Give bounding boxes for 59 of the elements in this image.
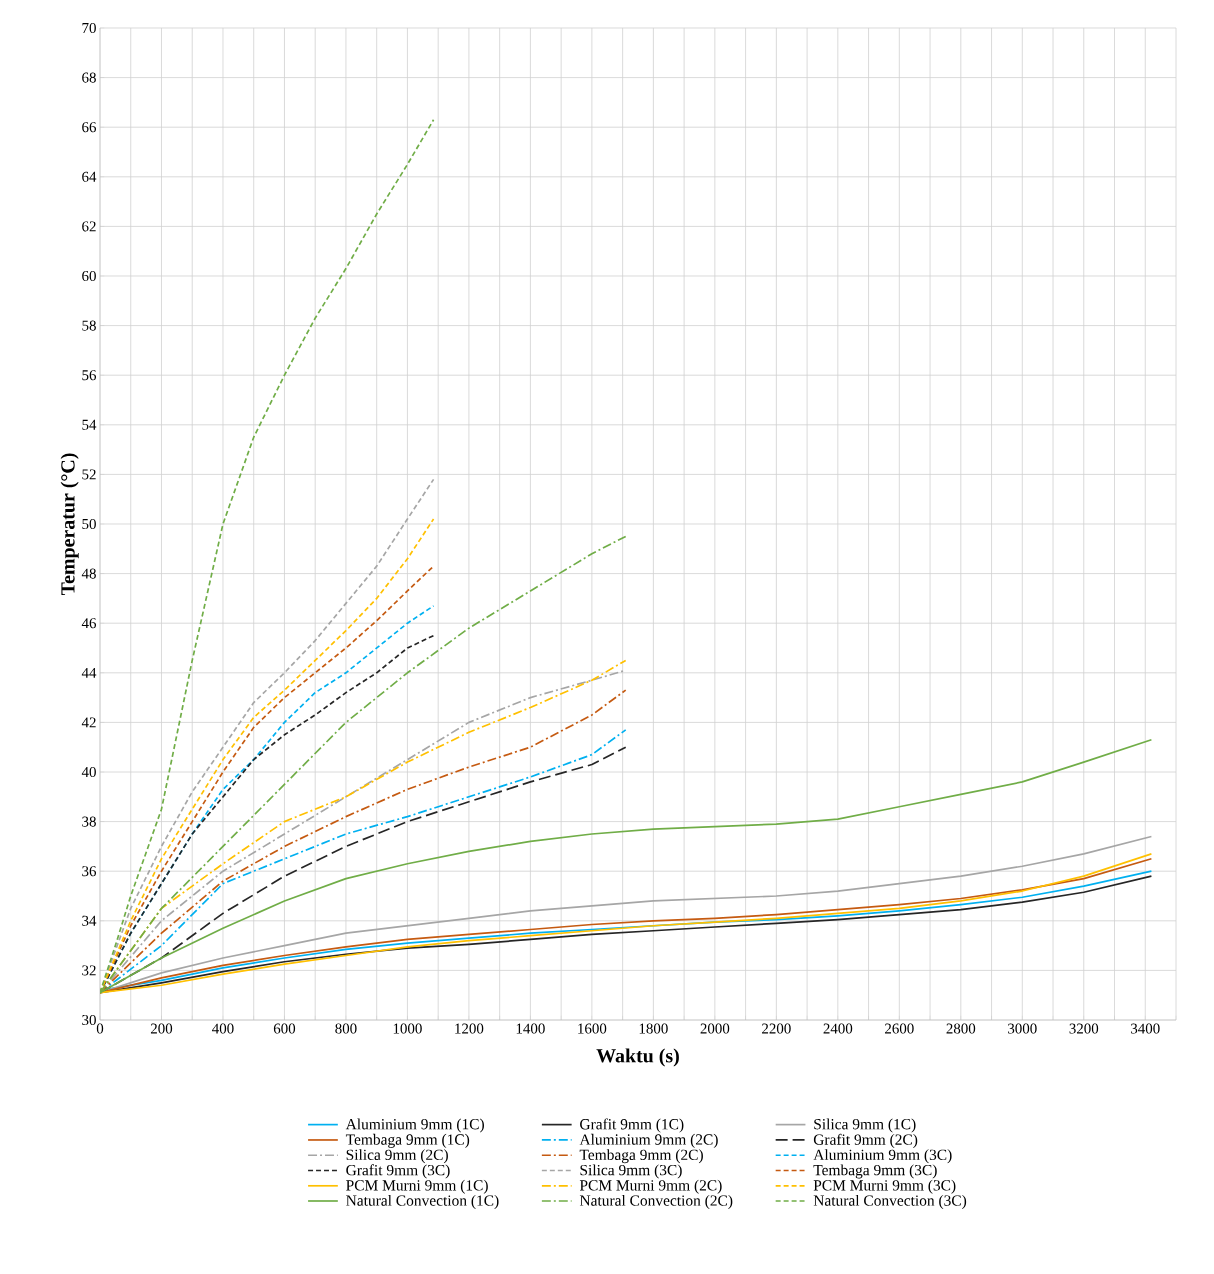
legend-label: Grafit 9mm (1C) (580, 1118, 684, 1133)
x-tick-label: 1200 (455, 1023, 484, 1034)
y-tick-label: 64 (82, 171, 97, 182)
y-axis-title: Temperatur (°C) (60, 453, 79, 596)
legend-label: Tembaga 9mm (1C) (345, 1133, 470, 1148)
y-tick-label: 48 (81, 568, 96, 579)
x-tick-label: 1000 (393, 1023, 422, 1034)
y-tick-label: 62 (82, 221, 96, 232)
legend-label: Natural Convection (2C) (579, 1194, 733, 1209)
y-tick-label: 44 (81, 667, 97, 678)
y-tick-label: 32 (82, 965, 96, 976)
x-tick-label: 1800 (639, 1023, 668, 1034)
legend-label: PCM Murni 9mm (1C) (346, 1179, 488, 1194)
y-tick-label: 30 (82, 1014, 96, 1026)
x-tick-label: 600 (273, 1023, 296, 1034)
y-tick-label: 66 (82, 122, 97, 133)
legend-label: PCM Murni 9mm (3C) (813, 1179, 956, 1194)
legend-label: Grafit 9mm (2C) (813, 1133, 918, 1148)
legend-label: Silica 9mm (3C) (580, 1164, 682, 1179)
x-tick-label: 800 (335, 1023, 357, 1034)
x-tick-label: 3400 (1131, 1023, 1160, 1034)
y-tick-label: 42 (81, 717, 96, 728)
x-tick-label: 2200 (762, 1023, 791, 1034)
x-tick-label: 400 (212, 1023, 234, 1034)
y-tick-label: 50 (82, 518, 96, 530)
legend-label: Natural Convection (1C) (346, 1194, 499, 1209)
legend-label: Natural Convection (3C) (813, 1194, 967, 1209)
x-tick-label: 200 (150, 1023, 173, 1034)
x-tick-label: 3000 (1008, 1023, 1037, 1034)
legend-label: Silica 9mm (1C) (814, 1118, 916, 1133)
y-tick-label: 38 (82, 816, 96, 827)
y-tick-label: 46 (81, 618, 97, 629)
legend-label: Tembaga 9mm (3C) (813, 1164, 937, 1179)
legend-label: PCM Murni 9mm (2C) (579, 1179, 722, 1194)
x-tick-label: 0 (96, 1023, 104, 1034)
legend-label: Aluminium 9mm (2C) (579, 1133, 718, 1148)
y-tick-label: 40 (81, 766, 96, 778)
x-tick-label: 2600 (885, 1023, 914, 1034)
y-tick-label: 60 (82, 270, 96, 282)
x-tick-label: 1400 (516, 1023, 545, 1034)
y-tick-label: 34 (82, 915, 97, 926)
y-tick-label: 68 (82, 72, 96, 83)
x-tick-label: 3200 (1069, 1023, 1099, 1034)
y-tick-label: 36 (82, 866, 97, 877)
x-axis-title: Waktu (s) (596, 1048, 679, 1067)
legend-label: Aluminium 9mm (3C) (813, 1149, 952, 1164)
x-tick-label: 1600 (578, 1023, 607, 1034)
legend-label: Grafit 9mm (3C) (346, 1164, 450, 1179)
x-tick-label: 2000 (700, 1023, 730, 1034)
y-tick-label: 70 (82, 22, 96, 34)
legend-label: Tembaga 9mm (2C) (579, 1149, 703, 1164)
legend-label: Silica 9mm (2C) (346, 1149, 448, 1164)
x-tick-label: 2400 (823, 1023, 853, 1034)
legend-label: Aluminium 9mm (1C) (345, 1118, 484, 1133)
y-tick-label: 58 (82, 320, 96, 331)
y-tick-label: 56 (82, 370, 97, 381)
x-tick-label: 2800 (946, 1023, 976, 1034)
y-tick-label: 52 (82, 469, 96, 480)
y-tick-label: 54 (82, 419, 97, 430)
